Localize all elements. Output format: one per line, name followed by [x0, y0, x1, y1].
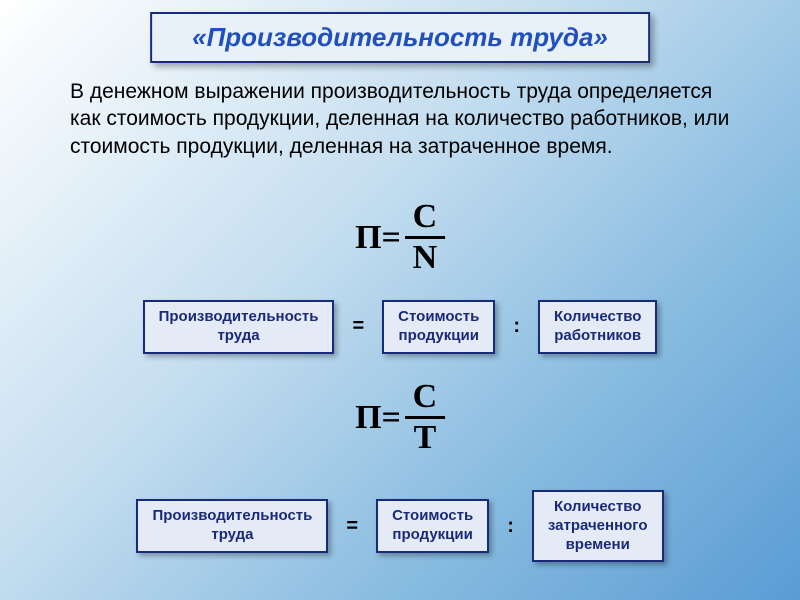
formula-2-denominator: Т — [405, 416, 445, 455]
formula-1-fraction: С N — [405, 200, 445, 275]
term-text: затраченного — [548, 517, 648, 536]
formula-1-lhs: П= — [355, 219, 401, 257]
term-text: работников — [554, 327, 641, 346]
term-time: Количество затраченного времени — [532, 490, 664, 562]
formula-1-denominator: N — [405, 236, 445, 275]
description-text: В денежном выражении производительность … — [70, 78, 730, 160]
formula-2-numerator: С — [413, 380, 438, 416]
term-text: Производительность — [152, 507, 312, 526]
divide-operator: : — [513, 315, 520, 338]
formula-2: П= С Т — [355, 380, 445, 455]
term-text: Производительность — [159, 308, 319, 327]
term-text: труда — [152, 526, 312, 545]
equals-operator: = — [346, 515, 358, 538]
term-text: Количество — [548, 498, 648, 517]
term-text: продукции — [398, 327, 479, 346]
formula-1: П= С N — [355, 200, 445, 275]
formula-1-numerator: С — [413, 200, 438, 236]
divide-operator: : — [507, 515, 514, 538]
term-text: труда — [159, 327, 319, 346]
formula-2-fraction: С Т — [405, 380, 445, 455]
term-text: продукции — [392, 526, 473, 545]
formula-2-lhs: П= — [355, 399, 401, 437]
term-workers: Количество работников — [538, 300, 657, 354]
page-title: «Производительность труда» — [192, 22, 608, 53]
equals-operator: = — [352, 315, 364, 338]
term-productivity-2: Производительность труда — [136, 499, 328, 553]
term-cost-2: Стоимость продукции — [376, 499, 489, 553]
term-productivity-1: Производительность труда — [143, 300, 335, 354]
term-cost-1: Стоимость продукции — [382, 300, 495, 354]
title-box: «Производительность труда» — [150, 12, 650, 63]
term-text: Стоимость — [392, 507, 473, 526]
term-text: Стоимость — [398, 308, 479, 327]
term-text: времени — [548, 536, 648, 555]
term-text: Количество — [554, 308, 641, 327]
equation-row-2: Производительность труда = Стоимость про… — [0, 490, 800, 562]
equation-row-1: Производительность труда = Стоимость про… — [0, 300, 800, 354]
